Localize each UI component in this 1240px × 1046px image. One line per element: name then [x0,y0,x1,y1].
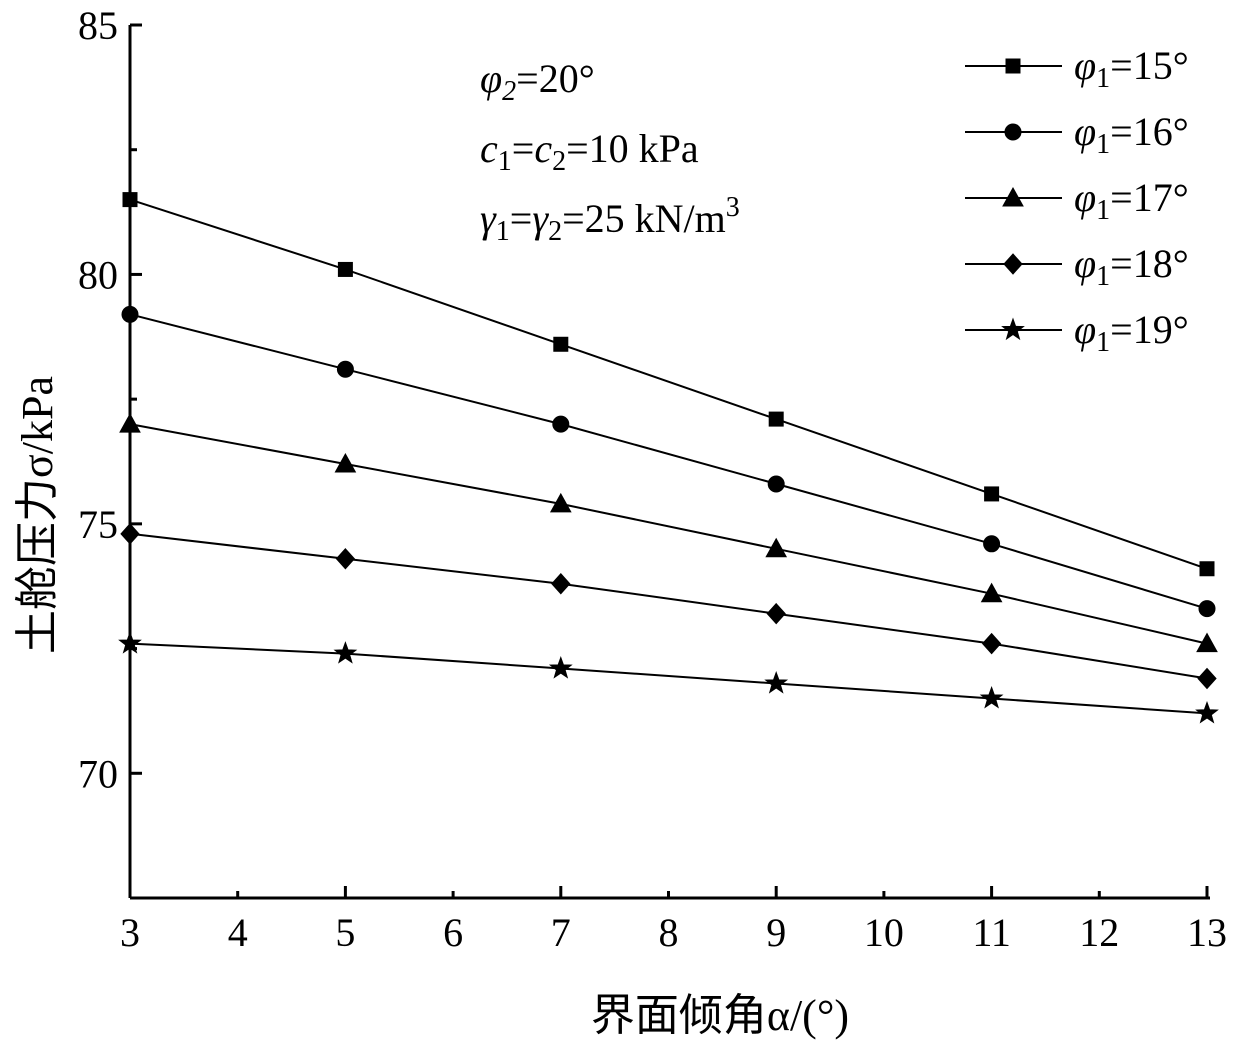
series-line-5 [129,642,1208,715]
legend-marker-diamond [1003,253,1023,275]
x-axis-title: 界面倾角α/(°) [591,991,849,1040]
annotation-phi2: φ2=20° [480,56,595,107]
legend-item: φ1=19° [965,307,1189,358]
data-point-diamond [120,523,140,545]
data-point-triangle [1196,632,1218,653]
x-tick-label: 3 [120,910,140,955]
legend: φ1=15° φ1=16° φ1=17° φ1=18° φ1=19° [965,43,1189,358]
data-point-circle [1198,600,1216,618]
data-point-square [553,336,569,352]
data-point-star [548,656,573,679]
x-tick-label: 12 [1079,910,1119,955]
series-line-4 [129,532,1208,680]
data-point-square [768,411,784,427]
data-point-circle [983,535,1001,553]
x-tick-label: 7 [551,910,571,955]
x-ticks: 3 4 5 6 7 8 9 10 11 12 13 [120,886,1227,955]
legend-marker-triangle [1002,186,1024,207]
y-tick-label: 80 [78,252,118,297]
data-point-diamond [766,602,786,625]
data-point-star [979,685,1004,709]
x-tick-label: 8 [659,910,679,955]
annotation-unit-weight: γ1=γ2=25 kN/m3 [480,192,740,247]
data-point-square [984,486,1000,502]
annotations: φ2=20° c1=c2=10 kPa γ1=γ2=25 kN/m3 [480,56,740,247]
legend-label: φ1=16° [1074,109,1189,160]
legend-marker-square [1005,58,1021,74]
x-tick-label: 4 [228,910,248,955]
annotation-cohesion: c1=c2=10 kPa [480,126,699,177]
data-point-triangle [765,537,788,558]
legend-item: φ1=18° [965,241,1189,292]
legend-marker-circle [1004,123,1022,141]
legend-item: φ1=16° [965,109,1189,160]
y-tick-label: 75 [78,502,118,547]
y-axis-title: 土舱压力σ/kPa [13,376,62,654]
data-point-diamond [551,572,571,595]
legend-label: φ1=15° [1074,43,1189,94]
data-point-square [1199,561,1215,577]
data-point-triangle [549,492,572,513]
data-point-star [333,641,358,664]
data-point-square [337,261,353,277]
data-point-diamond [1197,667,1217,690]
x-tick-label: 10 [864,910,904,955]
y-tick-label: 85 [78,3,118,48]
x-tick-label: 6 [443,910,463,955]
y-tick-label: 70 [78,751,118,796]
data-point-star [764,671,789,694]
x-tick-label: 9 [766,910,786,955]
data-point-star [118,631,142,654]
data-point-circle [767,475,785,493]
y-ticks: 70 75 80 85 [78,3,142,796]
x-tick-label: 13 [1187,910,1227,955]
data-point-circle [121,305,139,323]
legend-label: φ1=18° [1074,241,1189,292]
data-point-star [1195,700,1219,724]
data-point-diamond [981,632,1002,655]
series-line-1 [129,198,1208,570]
legend-item: φ1=15° [965,43,1189,94]
series-lines [129,198,1208,715]
series-line-3 [129,423,1208,645]
series-line-2 [129,313,1208,610]
legend-marker-star [1001,317,1025,341]
series-markers [118,192,1219,724]
x-tick-label: 11 [972,910,1011,955]
legend-item: φ1=17° [965,175,1189,226]
data-point-circle [552,415,570,433]
data-point-circle [336,360,354,378]
legend-label: φ1=19° [1074,307,1189,358]
data-point-triangle [980,582,1003,603]
legend-label: φ1=17° [1074,175,1189,226]
data-point-diamond [335,548,356,570]
data-point-square [122,192,138,208]
data-point-triangle [119,413,141,433]
x-tick-label: 5 [335,910,355,955]
data-point-triangle [334,452,357,473]
